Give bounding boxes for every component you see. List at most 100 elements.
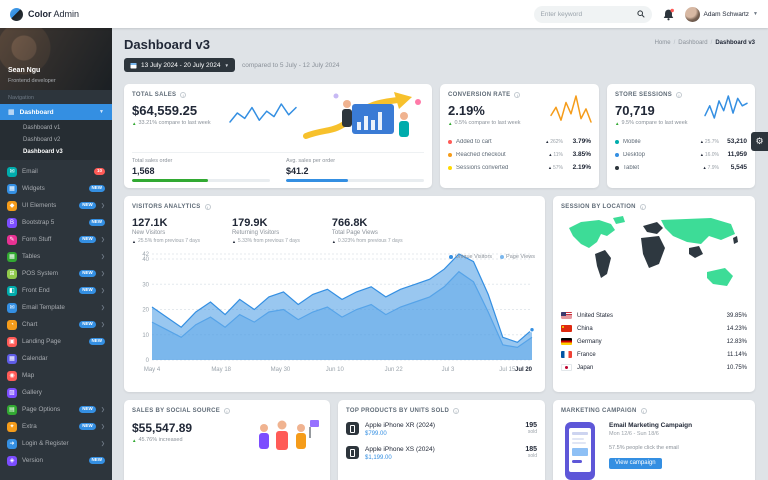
sidebar-subitem[interactable]: Dashboard v2 [0, 134, 112, 146]
row-change: ▲ 262% [545, 139, 563, 145]
sidebar-item[interactable]: ✉ Email Template ❯ [0, 299, 112, 316]
notifications-button[interactable] [662, 8, 675, 21]
info-icon[interactable] [676, 92, 683, 98]
svg-text:Jul 3: Jul 3 [442, 367, 455, 373]
chevron-down-icon: ▼ [753, 11, 758, 17]
stat-row: Added to cart ▲ 262% 3.79% [448, 135, 591, 148]
sidebar-item[interactable]: B Bootstrap 5 NEW ❯ [0, 214, 112, 231]
sidebar-item[interactable]: ✎ Form Stuff NEW ❯ [0, 231, 112, 248]
sidebar-item[interactable]: ▦ Widgets NEW ❯ [0, 180, 112, 197]
sidebar-item-icon: ◆ [7, 200, 17, 211]
stat-change-text: 5.33% from previous 7 days [237, 238, 300, 244]
chevron-right-icon: ❯ [100, 440, 105, 447]
brand-name-bold: Color [28, 9, 52, 19]
info-icon[interactable] [514, 92, 521, 98]
conversion-rate-value: 2.19% [448, 103, 485, 118]
conversion-rows: Added to cart ▲ 262% 3.79% Reached checko… [448, 135, 591, 174]
info-icon[interactable] [224, 408, 231, 414]
breadcrumb-dashboard[interactable]: Dashboard [678, 40, 712, 46]
sidebar-profile[interactable]: Sean Ngu Frontend developer [0, 28, 112, 90]
chevron-right-icon: ❯ [100, 304, 105, 311]
sidebar-item-label: Gallery [22, 389, 42, 396]
stat-row: Sessions converted ▲ 57% 2.19% [448, 161, 591, 174]
date-filter-row: 13 July 2024 - 20 July 2024 ▼ compared t… [124, 58, 755, 72]
visitor-stat: 127.1K New Visitors ▲ 25.5% from previous… [132, 217, 200, 244]
breadcrumb-home[interactable]: Home [655, 40, 676, 46]
sidebar-item-badge: NEW [79, 321, 96, 328]
sidebar-subitem[interactable]: Dashboard v3 [0, 146, 112, 158]
sidebar-item-label: UI Elements [22, 202, 57, 209]
sidebar-item[interactable]: ✉ Email 10 ❯ [0, 163, 112, 180]
row-value: 11,959 [727, 151, 747, 158]
svg-text:Jun 22: Jun 22 [385, 367, 404, 373]
brand-logo[interactable]: Color Admin [10, 7, 80, 21]
brand-name-light: Admin [53, 9, 80, 19]
row-value: 2.19% [572, 164, 591, 171]
total-sales-metrics: Total sales order 1,568 Avg. sales per o… [132, 152, 424, 182]
social-illustration [259, 420, 319, 450]
info-icon[interactable] [204, 204, 211, 210]
sidebar-item[interactable]: ◈ Version NEW ❯ [0, 452, 112, 469]
theme-settings-button[interactable] [751, 132, 768, 151]
sidebar-item[interactable]: ◆ UI Elements NEW ❯ [0, 197, 112, 214]
sidebar-item[interactable]: ✦ Extra NEW ❯ [0, 418, 112, 435]
country-list: United States 39.85% China 14.23% German… [561, 309, 747, 374]
sidebar-item[interactable]: ▤ Page Options NEW ❯ [0, 401, 112, 418]
sidebar-item[interactable]: ➜ Login & Register ❯ [0, 435, 112, 452]
date-range-label: 13 July 2024 - 20 July 2024 [141, 61, 221, 69]
svg-text:Jul 20: Jul 20 [515, 367, 533, 373]
page-title: Dashboard v3 [124, 37, 210, 52]
sidebar-item[interactable]: ▦ Calendar ❯ [0, 350, 112, 367]
legend-dot [500, 255, 505, 259]
info-icon[interactable] [640, 408, 647, 414]
product-price: $1,199.00 [365, 455, 392, 461]
sidebar-item[interactable]: ▨ Gallery ❯ [0, 384, 112, 401]
user-menu[interactable]: Adam Schwartz ▼ [684, 6, 758, 22]
sidebar-item[interactable]: ◉ Map ❯ [0, 367, 112, 384]
legend-label: Page Views [506, 254, 535, 260]
legend-item[interactable]: Page Views [500, 254, 535, 260]
sidebar-item-label: Email [22, 168, 38, 175]
product-row[interactable]: Apple iPhone XS (2024) $1,199.00 185 sol… [346, 446, 537, 461]
card-header: VISITORS ANALYTICS [132, 204, 537, 210]
row-value: 3.79% [572, 138, 591, 145]
legend-dot [615, 139, 619, 144]
total-sales-card: TOTAL SALES $64,559.25 ▲ 33.21% compare … [124, 84, 432, 188]
sidebar-item-icon: ◈ [7, 455, 17, 466]
info-icon[interactable] [180, 92, 187, 98]
row-value: 3.85% [572, 151, 591, 158]
sidebar-item[interactable]: ▣ Landing Page NEW ❯ [0, 333, 112, 350]
total-sales-value: $64,559.25 [132, 103, 198, 118]
caret-down-icon: ▼ [224, 62, 229, 68]
sidebar-subitem[interactable]: Dashboard v1 [0, 122, 112, 134]
campaign-title: Email Marketing Campaign [609, 422, 693, 429]
search-input[interactable] [540, 10, 633, 18]
campaign-body: Email Marketing Campaign Mon 12/6 - Sun … [561, 420, 747, 480]
search-icon[interactable] [636, 10, 645, 18]
sidebar-item[interactable]: ◔ Chart NEW ❯ [0, 316, 112, 333]
row-change-value: 11% [553, 151, 563, 158]
country-name: China [577, 325, 593, 332]
stat-change-text: 25.5% from previous 7 days [137, 238, 200, 244]
sidebar-item[interactable]: ▦ Tables ❯ [0, 248, 112, 265]
legend-item[interactable]: Unique Visitors [449, 254, 492, 260]
progress-track [132, 179, 270, 182]
caret-up-icon: ▲ [132, 437, 137, 443]
search-box[interactable] [533, 5, 652, 23]
info-icon[interactable] [639, 204, 646, 210]
card-header: MARKETING CAMPAIGN [561, 408, 747, 414]
date-range-picker[interactable]: 13 July 2024 - 20 July 2024 ▼ [124, 58, 235, 72]
stat-label: New Visitors [132, 230, 166, 236]
sidebar-item[interactable]: ⊞ POS System NEW ❯ [0, 265, 112, 282]
dashboard-submenu: Dashboard v1 Dashboard v2 Dashboard v3 [0, 120, 112, 160]
country-row: Japan 10.75% [561, 361, 747, 374]
sidebar-item[interactable]: ◧ Front End NEW ❯ [0, 282, 112, 299]
info-icon[interactable] [453, 408, 460, 414]
sidebar-item-badge: NEW [79, 202, 96, 209]
row-change: ▲ 11% [548, 152, 563, 158]
country-name: Japan [577, 364, 594, 371]
product-row[interactable]: Apple iPhone XR (2024) $799.00 195 sold [346, 422, 537, 437]
sidebar-item-dashboard[interactable]: ▦ Dashboard ▼ [0, 104, 112, 120]
view-campaign-button[interactable]: View campaign [609, 457, 662, 469]
breadcrumb: Home Dashboard Dashboard v3 [655, 40, 755, 46]
